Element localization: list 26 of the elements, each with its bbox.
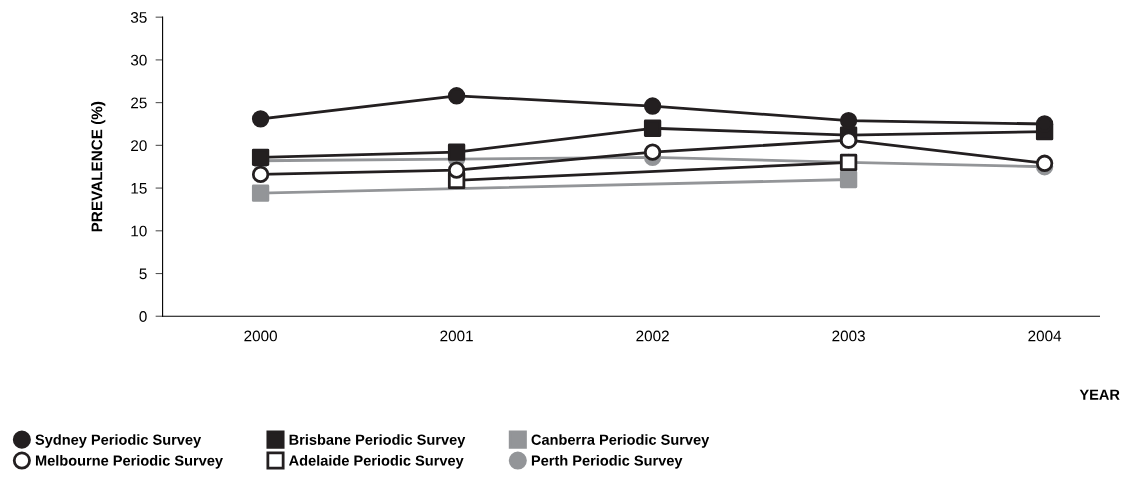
- x-tick-label: 2002: [636, 330, 669, 342]
- y-tick-label: 15: [131, 183, 147, 194]
- point: [643, 119, 662, 137]
- y-tick-label: 30: [130, 54, 147, 66]
- legend-label: Sydney Periodic Survey: [35, 434, 202, 448]
- x-tick-label: 2003: [832, 330, 865, 342]
- y-tick-label: 0: [139, 311, 147, 322]
- legend-label: Adelaide Periodic Survey: [288, 455, 464, 469]
- y-tick-label: 25: [131, 97, 147, 109]
- legend-label: Brisbane Periodic Survey: [289, 434, 466, 448]
- point: [251, 184, 270, 202]
- legend-label: Perth Periodic Survey: [531, 455, 683, 469]
- point: [839, 170, 858, 189]
- y-tick-label: 10: [131, 225, 147, 237]
- x-axis-title: YEAR: [1079, 389, 1120, 400]
- point: [251, 148, 270, 166]
- legend-label: Melbourne Periodic Survey: [35, 455, 223, 469]
- y-tick-label: 35: [130, 12, 147, 23]
- y-axis-title: PREVALENCE (%): [91, 101, 106, 232]
- point: [447, 143, 466, 161]
- x-tick-label: 2004: [1028, 330, 1062, 342]
- y-tick-label: 5: [139, 268, 147, 280]
- x-tick-label: 2000: [244, 330, 277, 342]
- x-tick-label: 2001: [440, 330, 473, 342]
- legend-label: Canberra Periodic Survey: [531, 434, 710, 448]
- y-tick-label: 20: [131, 140, 147, 152]
